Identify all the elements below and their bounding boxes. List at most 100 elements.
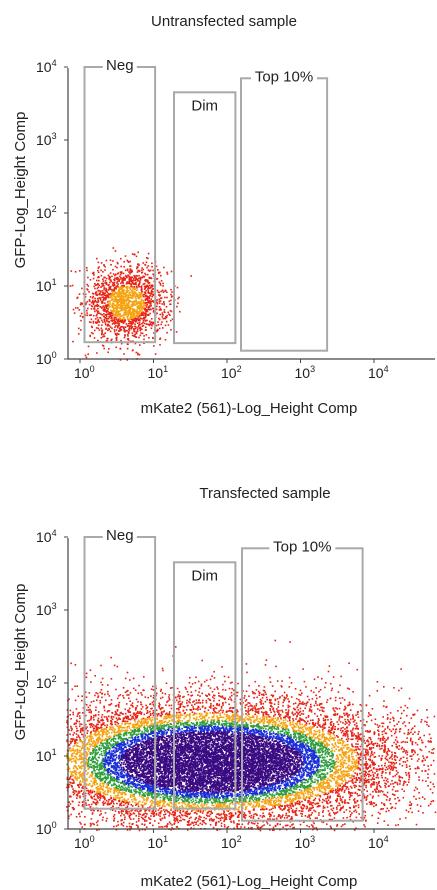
scatter-point (116, 261, 119, 264)
scatter-point (256, 715, 258, 717)
scatter-point (141, 730, 143, 733)
scatter-point (111, 305, 113, 307)
scatter-point (118, 280, 120, 282)
scatter-point (206, 786, 208, 788)
scatter-point (303, 790, 306, 792)
scatter-point (252, 815, 255, 818)
scatter-point (111, 302, 114, 305)
scatter-point (127, 798, 129, 801)
scatter-point (116, 301, 119, 304)
scatter-point (222, 723, 225, 725)
scatter-point (396, 782, 399, 784)
scatter-point (111, 314, 114, 317)
scatter-point (135, 301, 138, 303)
scatter-point (106, 313, 109, 315)
scatter-point (160, 274, 162, 277)
scatter-point (133, 778, 135, 780)
scatter-point (147, 306, 150, 308)
scatter-point (251, 806, 254, 808)
scatter-point (103, 316, 106, 318)
scatter-point (122, 309, 125, 311)
scatter-point (101, 285, 103, 287)
scatter-point (131, 276, 133, 278)
scatter-point (141, 318, 143, 320)
scatter-point (91, 272, 94, 275)
scatter-point (79, 731, 82, 734)
scatter-point (399, 783, 401, 785)
scatter-point (147, 301, 149, 304)
scatter-point (145, 289, 147, 292)
scatter-point (110, 264, 112, 266)
scatter-point (70, 725, 72, 728)
scatter-point (164, 339, 167, 341)
scatter-point (120, 315, 122, 317)
scatter-point (90, 715, 92, 718)
scatter-point (108, 284, 110, 286)
scatter-point (92, 277, 95, 280)
scatter-point (267, 729, 270, 731)
scatter-point (155, 265, 158, 268)
scatter-point (150, 321, 153, 323)
scatter-point (119, 300, 122, 302)
scatter-point (144, 309, 147, 312)
scatter-point (128, 278, 130, 281)
scatter-point (97, 269, 99, 272)
scatter-point (133, 294, 136, 296)
scatter-point (131, 332, 134, 334)
scatter-point (108, 288, 111, 290)
scatter-point (115, 322, 117, 324)
scatter-point (125, 313, 127, 316)
scatter-point (104, 282, 106, 284)
scatter-point (120, 282, 122, 285)
scatter-point (142, 311, 145, 314)
scatter-point (150, 327, 153, 330)
scatter-point (91, 784, 94, 787)
scatter-point (126, 269, 129, 272)
scatter-point (119, 286, 122, 289)
scatter-point (378, 744, 381, 746)
scatter-point (358, 758, 360, 760)
scatter-point (136, 306, 139, 309)
scatter-point (103, 287, 106, 289)
scatter-point (161, 692, 164, 694)
scatter-point (149, 286, 152, 289)
scatter-point (260, 795, 262, 798)
scatter-point (134, 293, 136, 295)
scatter-point (139, 710, 141, 713)
scatter-point (128, 297, 131, 299)
scatter-point (255, 790, 258, 793)
scatter-point (157, 324, 160, 326)
scatter-point (381, 730, 384, 733)
scatter-point (140, 269, 143, 272)
scatter-point (142, 262, 144, 264)
scatter-point (93, 274, 95, 276)
scatter-point (125, 304, 127, 307)
scatter-point (103, 276, 105, 279)
scatter-point (142, 319, 145, 322)
scatter-point (393, 719, 395, 722)
scatter-point (122, 322, 125, 325)
scatter-point (89, 745, 91, 748)
scatter-point (148, 297, 150, 300)
scatter-point (109, 294, 112, 296)
scatter-point (114, 298, 117, 300)
scatter-point (146, 279, 148, 281)
scatter-point (113, 292, 116, 295)
scatter-point (202, 788, 204, 791)
scatter-point (146, 302, 148, 304)
scatter-point (117, 304, 120, 306)
scatter-point (428, 725, 430, 727)
scatter-point (406, 751, 409, 753)
scatter-point (151, 289, 153, 292)
scatter-point (92, 302, 95, 305)
scatter-point (330, 718, 332, 721)
scatter-point (162, 291, 165, 293)
scatter-point (199, 708, 201, 710)
scatter-point (108, 300, 111, 303)
scatter-point (372, 795, 374, 798)
scatter-point (141, 267, 143, 269)
scatter-point (94, 287, 96, 290)
scatter-point (140, 305, 143, 308)
scatter-point (409, 807, 412, 810)
